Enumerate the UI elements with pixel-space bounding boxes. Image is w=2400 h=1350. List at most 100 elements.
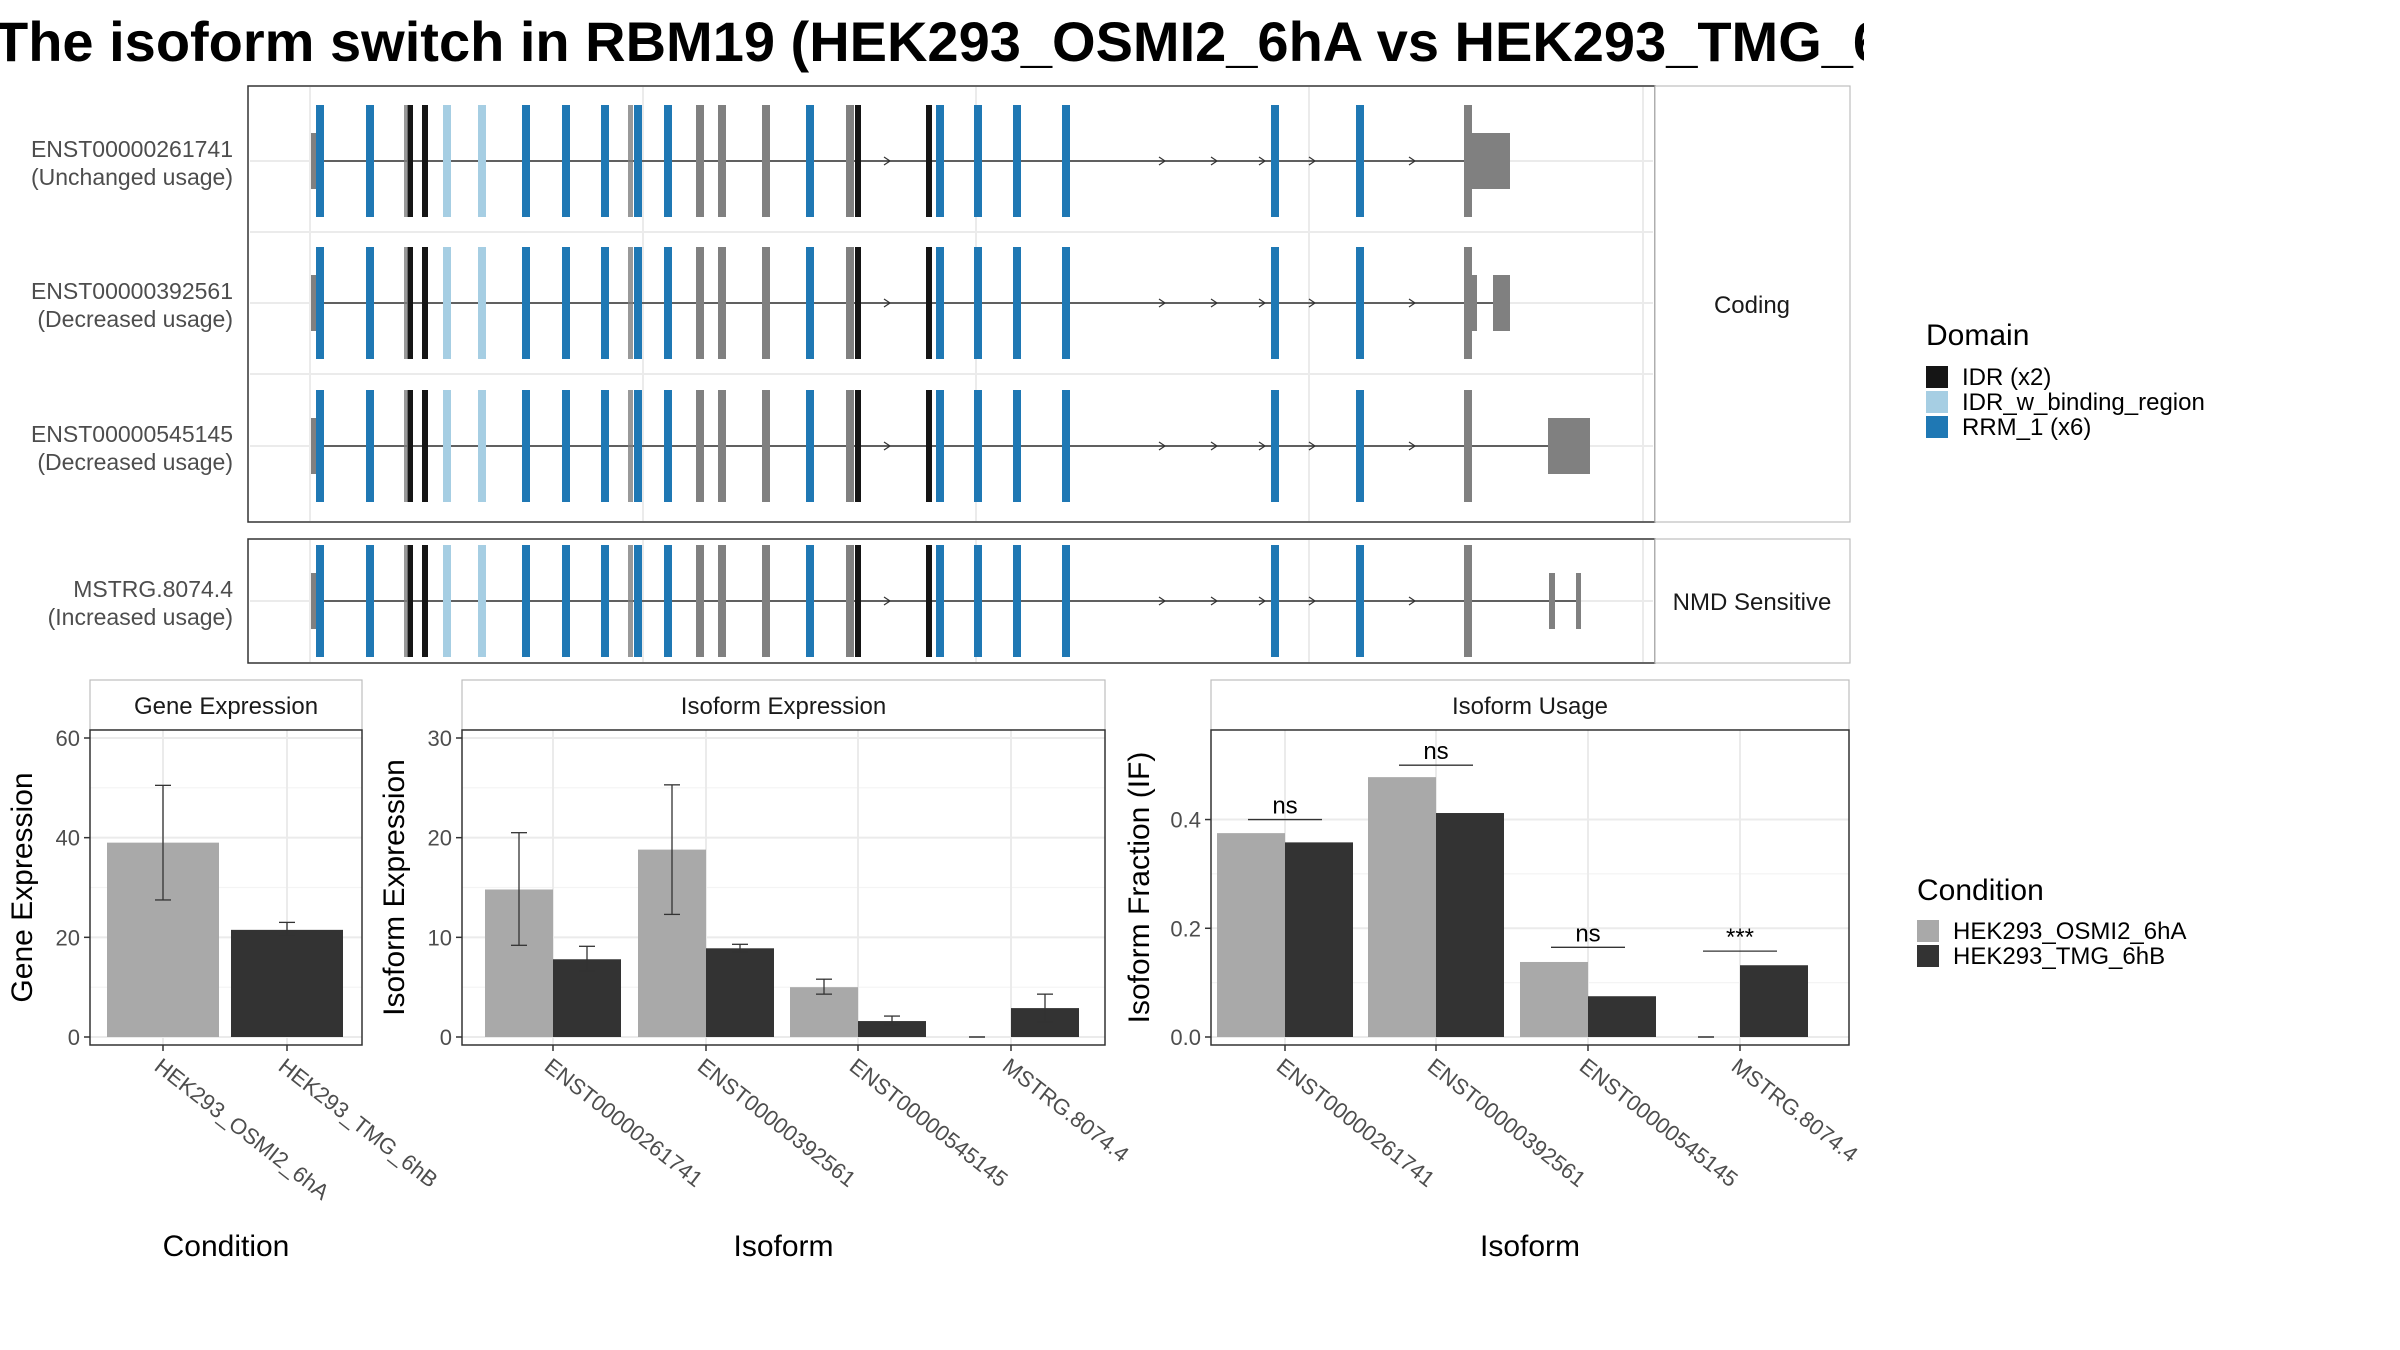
condition-legend-swatch (1917, 920, 1939, 942)
y-axis-title: Gene Expression (6, 772, 39, 1002)
facet-label: Coding (1714, 292, 1790, 319)
significance-label: ns (1423, 738, 1448, 765)
exon-idr_binding (478, 247, 486, 359)
exon-utr (1464, 545, 1472, 657)
utr-block (1468, 133, 1510, 189)
exon-rrm (1356, 545, 1364, 657)
y-axis-title: Isoform Fraction (IF) (1123, 752, 1156, 1024)
exon-rrm (1013, 247, 1021, 359)
bar (1285, 842, 1353, 1037)
strand-arrow (883, 298, 892, 308)
exon-rrm (1013, 105, 1021, 217)
exon-utr (696, 390, 704, 502)
exon-rrm (936, 105, 944, 217)
bar (553, 959, 621, 1037)
x-tick-label: MSTRG.8074.4 (998, 1053, 1134, 1167)
exon-rrm (522, 105, 530, 217)
condition-legend-swatch (1917, 945, 1939, 967)
exon-idr (855, 247, 861, 359)
x-axis-title: Isoform (733, 1230, 833, 1263)
exon-idr_binding (443, 247, 451, 359)
exon-rrm (1062, 545, 1070, 657)
exon-utr (848, 545, 854, 657)
y-axis-title: Isoform Expression (378, 759, 411, 1016)
exon-utr (628, 247, 633, 359)
exon-utr (848, 105, 854, 217)
exon-utr (848, 390, 854, 502)
exon-utr (404, 105, 408, 217)
strand-arrow (1158, 441, 1167, 451)
strand-arrow (883, 441, 892, 451)
x-tick-label: ENST00000261741 (540, 1053, 708, 1192)
exon-idr (855, 390, 861, 502)
panel-title: Isoform Usage (1452, 693, 1608, 720)
panel-strip (89, 679, 363, 731)
exon-idr_binding (443, 545, 451, 657)
isoform-id-label: ENST00000392561 (31, 278, 233, 304)
x-tick-label: ENST00000545145 (845, 1053, 1013, 1192)
exon-rrm (1013, 390, 1021, 502)
exon-idr (926, 390, 932, 502)
y-tick-label: 30 (428, 726, 452, 751)
exon-rrm (634, 545, 642, 657)
exon-rrm (936, 390, 944, 502)
y-tick-label: 20 (56, 925, 80, 950)
exon-utr (762, 105, 770, 217)
facet-strip (1654, 85, 1851, 523)
x-tick-label: ENST00000392561 (693, 1053, 861, 1192)
exon-rrm (601, 545, 609, 657)
domain-legend-swatch (1926, 366, 1948, 388)
isoform-id-label: ENST00000545145 (31, 421, 233, 447)
exon-rrm (1271, 545, 1279, 657)
strand-arrow (1210, 156, 1219, 166)
exon-rrm (1356, 247, 1364, 359)
y-tick-label: 20 (428, 826, 452, 851)
exon-rrm (1013, 545, 1021, 657)
x-axis-title: Condition (163, 1230, 290, 1263)
exon-idr (926, 545, 932, 657)
exon-rrm (664, 247, 672, 359)
exon-rrm (806, 545, 814, 657)
significance-label: *** (1726, 924, 1754, 951)
bar (1217, 833, 1285, 1037)
exon-rrm (316, 247, 324, 359)
strand-arrow (1210, 298, 1219, 308)
y-tick-label: 0.4 (1170, 808, 1201, 833)
y-tick-label: 0.2 (1170, 916, 1201, 941)
plot-frame (461, 729, 1106, 1046)
facet-label: NMD Sensitive (1673, 589, 1832, 616)
exon-rrm (562, 545, 570, 657)
exon-utr (1576, 573, 1581, 629)
bar (231, 929, 343, 1037)
strand-arrow (1408, 156, 1417, 166)
exon-idr_binding (478, 105, 486, 217)
strand-arrow (1308, 596, 1317, 606)
exon-rrm (1356, 390, 1364, 502)
exon-idr (407, 105, 413, 217)
exon-utr (762, 545, 770, 657)
exon-idr (855, 545, 861, 657)
exon-idr_binding (478, 545, 486, 657)
strand-arrow (1258, 441, 1267, 451)
exon-rrm (601, 105, 609, 217)
strand-arrow (1258, 156, 1267, 166)
panel-strip (461, 679, 1106, 731)
exon-rrm (664, 545, 672, 657)
panel-title: Isoform Expression (681, 693, 886, 720)
exon-rrm (664, 105, 672, 217)
exon-rrm (366, 247, 374, 359)
exon-rrm (366, 390, 374, 502)
x-tick-label: ENST00000261741 (1272, 1053, 1440, 1192)
y-tick-label: 0 (68, 1025, 80, 1050)
exon-rrm (522, 247, 530, 359)
facet-strip (1654, 538, 1851, 664)
exon-idr_binding (478, 390, 486, 502)
exon-rrm (936, 247, 944, 359)
exon-rrm (366, 545, 374, 657)
exon-rrm (562, 247, 570, 359)
bar (1368, 777, 1436, 1037)
strand-arrow (1210, 596, 1219, 606)
exon-rrm (1062, 390, 1070, 502)
exon-utr (1464, 247, 1472, 359)
